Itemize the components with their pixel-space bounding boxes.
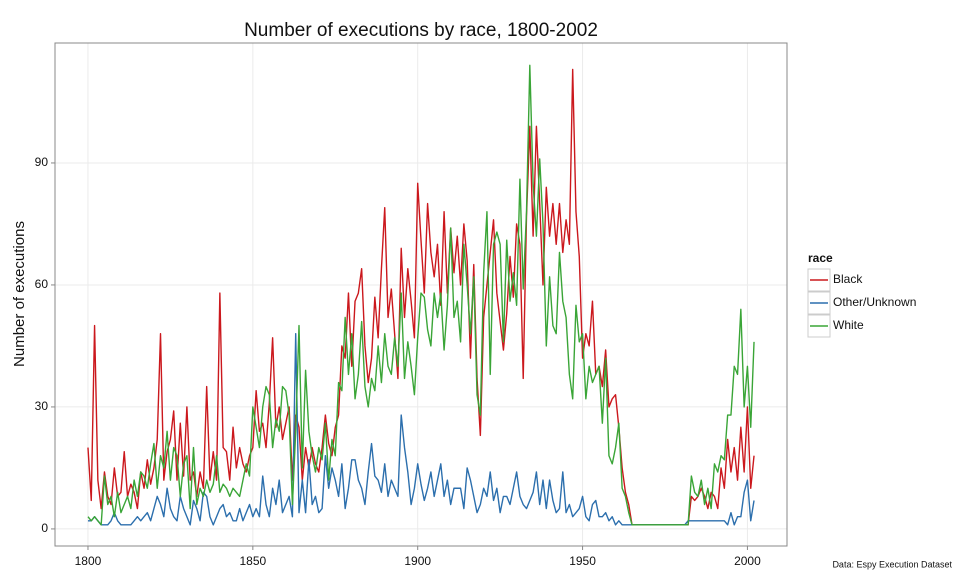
grid — [55, 43, 787, 546]
x-tick-label: 1950 — [569, 554, 596, 568]
x-tick-label: 1800 — [75, 554, 102, 568]
caption: Data: Espy Execution Dataset — [832, 559, 952, 569]
y-axis-title: Number of executions — [11, 221, 28, 367]
y-tick-label: 90 — [35, 155, 49, 169]
y-tick-label: 0 — [41, 521, 48, 535]
chart-title: Number of executions by race, 1800-2002 — [244, 20, 598, 41]
x-tick-label: 2000 — [734, 554, 761, 568]
x-tick-label: 1900 — [404, 554, 431, 568]
panel-border — [54, 42, 788, 547]
legend-title: race — [808, 251, 833, 265]
y-tick-label: 30 — [35, 399, 49, 413]
legend-label: Black — [833, 272, 863, 286]
x-tick-label: 1850 — [239, 554, 266, 568]
y-tick-label: 60 — [35, 277, 49, 291]
series-line — [87, 64, 755, 526]
legend-label: White — [833, 318, 864, 332]
lines — [87, 64, 755, 526]
legend-label: Other/Unknown — [833, 295, 916, 309]
